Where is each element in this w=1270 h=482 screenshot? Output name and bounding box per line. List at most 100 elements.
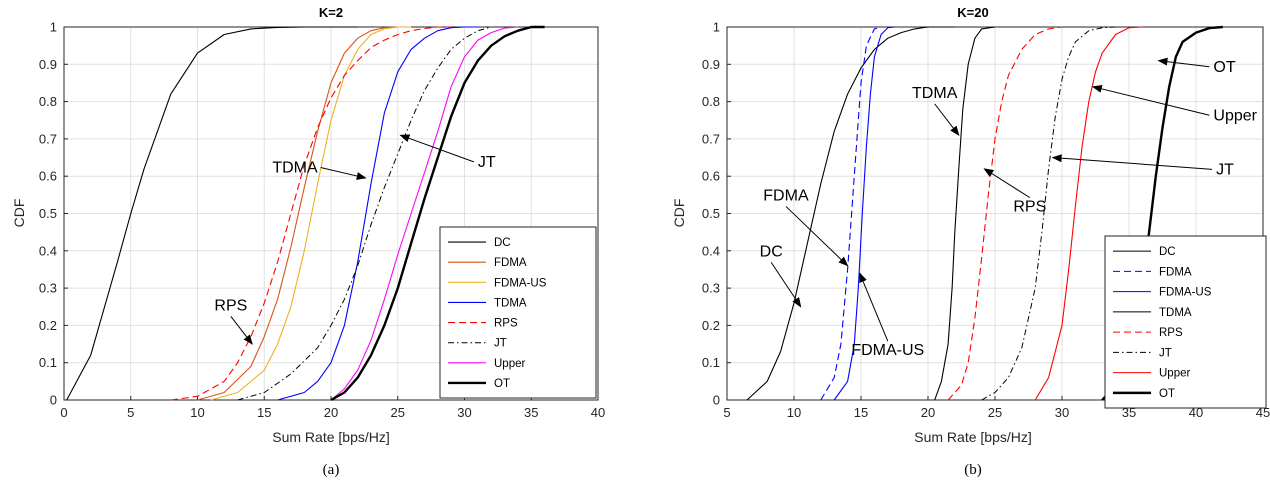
x-tick-label: 0 bbox=[60, 405, 67, 420]
chart-panel-k20: K=20 Sum Rate [bps/Hz] CDF (b) 5 10 15 20 25… bbox=[671, 5, 1270, 478]
x-tick-label: 10 bbox=[190, 405, 204, 420]
legend: DC FDMA FDMA-US TDMA RPS JT Upper OT bbox=[1104, 235, 1267, 409]
series-line-jt bbox=[237, 26, 492, 401]
y-tick-label: 0.5 bbox=[702, 206, 720, 221]
x-tick-label: 5 bbox=[127, 405, 134, 420]
x-tick-label: 15 bbox=[257, 405, 271, 420]
y-tick-label: 0.6 bbox=[702, 169, 720, 184]
x-tick-label: 5 bbox=[723, 405, 730, 420]
legend-label: OT bbox=[494, 378, 510, 390]
x-tick-label: 20 bbox=[921, 405, 935, 420]
annotation-label: RPS bbox=[1013, 199, 1046, 216]
annotation-label: Upper bbox=[1213, 107, 1257, 124]
legend-label: Upper bbox=[1159, 368, 1190, 380]
legend-label: Upper bbox=[494, 358, 525, 370]
legend-label: FDMA-US bbox=[494, 277, 547, 289]
x-tick-label: 45 bbox=[1256, 405, 1270, 420]
legend-label: DC bbox=[494, 237, 511, 249]
y-tick-label: 0.6 bbox=[39, 169, 57, 184]
y-tick-label: 0.3 bbox=[702, 281, 720, 296]
subcaption: (a) bbox=[323, 462, 340, 478]
x-tick-label: 30 bbox=[457, 405, 471, 420]
x-tick-label: 35 bbox=[524, 405, 538, 420]
annotation-label: TDMA bbox=[912, 85, 958, 102]
legend-label: JT bbox=[1159, 347, 1172, 359]
legend-box bbox=[439, 226, 597, 399]
annotation-label: FDMA bbox=[763, 187, 809, 204]
series-line-fdma-us bbox=[833, 26, 895, 401]
y-tick-label: 0.4 bbox=[702, 243, 720, 258]
chart-panel-k2: K=2 Sum Rate [bps/Hz] CDF (a) 0 5 10 15 20 25… bbox=[11, 5, 605, 478]
y-tick-label: 0.3 bbox=[39, 281, 57, 296]
x-tick-label: 20 bbox=[324, 405, 338, 420]
legend-label: TDMA bbox=[494, 297, 527, 309]
legend: DC FDMA FDMA-US TDMA RPS JT Upper OT bbox=[439, 226, 597, 399]
y-tick-label: 0.8 bbox=[702, 94, 720, 109]
chart-title: K=20 bbox=[957, 5, 988, 20]
series-line-tdma bbox=[934, 26, 996, 401]
series-line-rps bbox=[947, 26, 1063, 401]
annotation-label: TDMA bbox=[272, 159, 318, 176]
annotation-label: DC bbox=[760, 243, 783, 260]
y-tick-label: 0.7 bbox=[702, 131, 720, 146]
y-tick-label: 0.1 bbox=[702, 355, 720, 370]
legend-label: DC bbox=[1159, 246, 1176, 258]
y-tick-label: 0 bbox=[713, 393, 720, 408]
annotation-label: OT bbox=[1213, 59, 1235, 76]
annotation-label: RPS bbox=[214, 297, 247, 314]
x-tick-label: 25 bbox=[988, 405, 1002, 420]
series-line-dc bbox=[66, 26, 358, 401]
series-line-dc bbox=[746, 26, 955, 401]
legend-label: FDMA bbox=[494, 257, 527, 269]
annotation-arrow bbox=[399, 134, 475, 163]
series-line-tdma bbox=[277, 26, 478, 401]
legend-label: JT bbox=[494, 338, 507, 350]
annotation-arrow bbox=[785, 206, 849, 267]
legend-label: TDMA bbox=[1159, 307, 1192, 319]
y-axis-label: CDF bbox=[11, 199, 27, 228]
series-line-upper bbox=[330, 26, 518, 401]
series-line-fdma-us bbox=[210, 26, 412, 401]
annotation-arrow bbox=[983, 168, 1031, 199]
y-tick-label: 0.4 bbox=[39, 243, 57, 258]
y-tick-label: 0.5 bbox=[39, 206, 57, 221]
annotation-arrow bbox=[1051, 154, 1213, 170]
series-line-upper bbox=[1034, 26, 1143, 401]
y-tick-label: 0.1 bbox=[39, 355, 57, 370]
annotation-arrow bbox=[1157, 57, 1210, 68]
x-tick-label: 15 bbox=[854, 405, 868, 420]
y-tick-label: 0.9 bbox=[702, 57, 720, 72]
x-axis-label: Sum Rate [bps/Hz] bbox=[914, 429, 1032, 445]
y-tick-label: 0 bbox=[50, 393, 57, 408]
x-tick-label: 25 bbox=[391, 405, 405, 420]
legend-label: OT bbox=[1159, 388, 1175, 400]
annotation-arrow bbox=[320, 166, 367, 180]
x-tick-label: 40 bbox=[1189, 405, 1203, 420]
y-tick-label: 1 bbox=[50, 20, 57, 35]
annotation-label: JT bbox=[1216, 161, 1234, 178]
legend-label: FDMA bbox=[1159, 266, 1192, 278]
legend-box bbox=[1104, 235, 1267, 409]
y-tick-label: 0.7 bbox=[39, 131, 57, 146]
y-tick-label: 0.9 bbox=[39, 57, 57, 72]
x-tick-label: 40 bbox=[591, 405, 605, 420]
series-line-fdma bbox=[820, 26, 882, 401]
series-line-fdma bbox=[197, 26, 398, 401]
x-tick-label: 10 bbox=[787, 405, 801, 420]
x-tick-label: 30 bbox=[1055, 405, 1069, 420]
series-line-jt bbox=[981, 26, 1116, 401]
y-tick-label: 0.8 bbox=[39, 94, 57, 109]
series-line-ot bbox=[330, 25, 545, 402]
annotation-arrow bbox=[770, 262, 802, 308]
y-tick-label: 0.2 bbox=[39, 318, 57, 333]
subcaption: (b) bbox=[964, 462, 982, 478]
x-tick-label: 35 bbox=[1122, 405, 1136, 420]
legend-label: FDMA-US bbox=[1159, 287, 1212, 299]
annotation-arrow bbox=[859, 272, 889, 342]
y-tick-label: 1 bbox=[713, 20, 720, 35]
x-axis-label: Sum Rate [bps/Hz] bbox=[272, 429, 390, 445]
annotation-label: FDMA-US bbox=[851, 342, 924, 359]
annotation-arrow bbox=[230, 316, 253, 345]
annotation-arrow bbox=[934, 103, 960, 136]
